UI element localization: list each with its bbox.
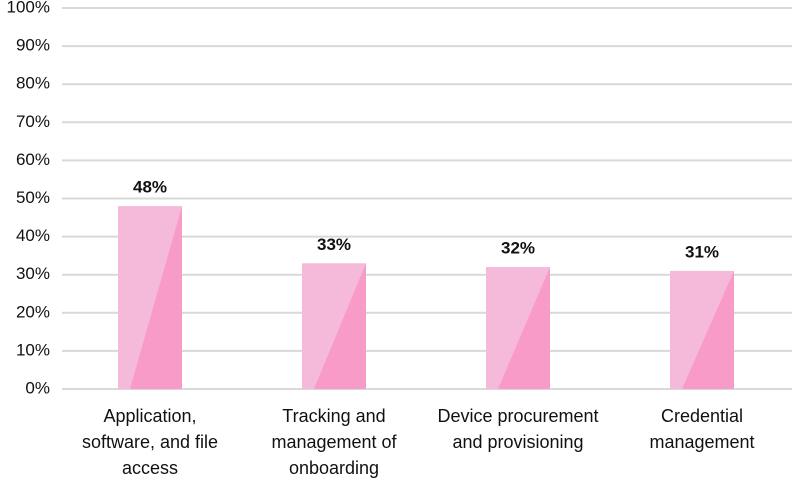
y-tick-label: 100% — [7, 0, 50, 16]
bar-shade — [314, 263, 366, 389]
value-label: 33% — [317, 235, 351, 254]
x-tick-label: Application, software, and file access — [81, 406, 219, 478]
y-tick-label: 20% — [16, 302, 50, 321]
y-tick-label: 10% — [16, 340, 50, 359]
y-tick-label: 50% — [16, 188, 50, 207]
value-label: 32% — [501, 239, 535, 258]
y-tick-label: 0% — [25, 378, 50, 397]
bar-shade — [682, 270, 734, 389]
y-tick-label: 70% — [16, 112, 50, 131]
y-tick-label: 40% — [16, 226, 50, 245]
y-tick-label: 60% — [16, 150, 50, 169]
bar-shade — [130, 206, 182, 389]
y-tick-label: 90% — [16, 36, 50, 55]
y-tick-label: 80% — [16, 74, 50, 93]
x-tick-label: Device procurement and provisioning — [437, 406, 599, 452]
bar-shade — [498, 267, 550, 389]
value-label: 31% — [685, 242, 719, 261]
value-label: 48% — [133, 178, 167, 197]
x-tick-label: Credential management — [649, 406, 755, 452]
y-tick-label: 30% — [16, 264, 50, 283]
x-tick-label: Tracking and management of onboarding — [271, 406, 397, 478]
